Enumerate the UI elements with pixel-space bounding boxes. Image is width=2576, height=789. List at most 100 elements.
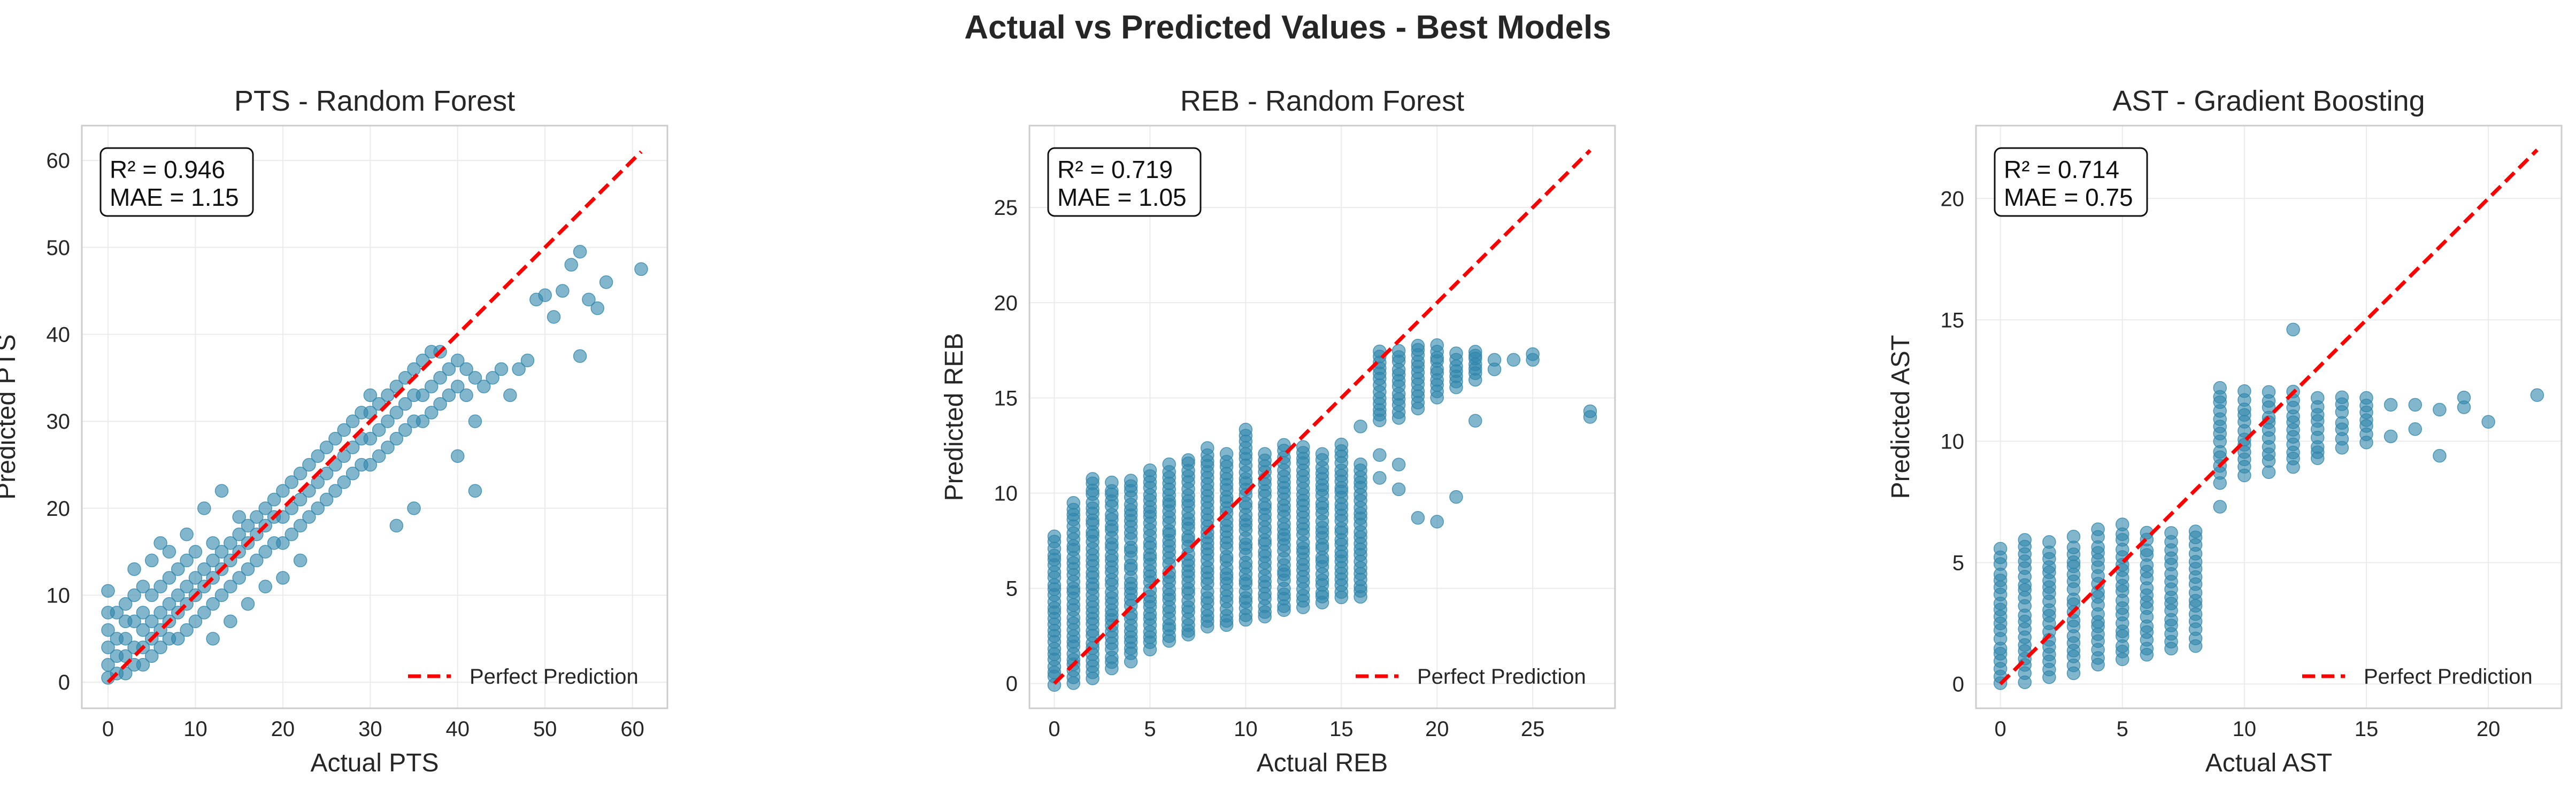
mae-value: MAE = 0.75: [2004, 183, 2133, 211]
x-tick-label: 10: [2233, 717, 2257, 741]
scatter-point: [162, 571, 176, 585]
x-tick-label: 60: [620, 717, 644, 741]
stats-box: [1047, 147, 1202, 217]
scatter-point: [520, 353, 535, 368]
scatter-point: [2359, 391, 2373, 405]
x-axis-label: Actual AST: [2205, 749, 2332, 777]
y-tick-label: 15: [1941, 308, 1965, 332]
scatter-point: [328, 484, 342, 498]
panel-title: REB - Random Forest: [1180, 85, 1464, 117]
scatter-point: [1411, 511, 1425, 525]
scatter-point: [206, 632, 220, 646]
scatter-point: [2530, 388, 2544, 402]
scatter-point: [180, 623, 194, 637]
scatter-point: [171, 632, 185, 646]
scatter-point: [319, 492, 334, 507]
scatter-point: [136, 579, 150, 593]
scatter-point: [118, 597, 133, 611]
scatter-point: [1468, 345, 1482, 359]
scatter-point: [2091, 522, 2105, 536]
stats-box: [1994, 147, 2148, 217]
scatter-point: [398, 397, 412, 411]
scatter-point: [573, 349, 587, 363]
scatter-point: [136, 658, 150, 672]
y-tick-label: 10: [994, 482, 1018, 505]
scatter-point: [1258, 447, 1272, 461]
scatter-point: [144, 614, 159, 629]
scatter-point: [136, 606, 150, 620]
scatter-point: [153, 640, 167, 654]
scatter-point: [1334, 437, 1349, 452]
scatter-point: [188, 571, 203, 585]
scatter-point: [127, 562, 141, 576]
scatter-point: [1143, 463, 1157, 477]
panel-title: PTS - Random Forest: [234, 85, 515, 117]
x-tick-label: 50: [533, 717, 557, 741]
x-tick-label: 5: [1144, 717, 1156, 741]
x-tick-label: 20: [2477, 717, 2501, 741]
chart-panel-3: 0 5 10 15 20 0 5 10 15 20 AST - Gradient Boosting A…: [1887, 85, 2563, 777]
scatter-point: [398, 423, 412, 437]
x-tick-label: 0: [1048, 717, 1060, 741]
scatter-point: [127, 614, 141, 629]
scatter-point: [328, 431, 342, 446]
scatter-point: [1124, 474, 1138, 488]
y-axis-label: Predicted PTS: [0, 334, 21, 499]
scatter-point: [1315, 447, 1329, 461]
scatter-point: [250, 553, 264, 568]
scatter-point: [171, 562, 185, 576]
scatter-point: [634, 262, 648, 276]
y-tick-label: 5: [1952, 552, 1964, 575]
scatter-point: [101, 623, 115, 637]
scatter-point: [241, 562, 255, 576]
scatter-point: [1468, 414, 1482, 428]
perfect-prediction-line: [106, 150, 643, 684]
scatter-point: [2433, 403, 2447, 417]
scatter-point: [1105, 475, 1119, 490]
scatter-point: [1430, 515, 1444, 529]
scatter-point: [180, 553, 194, 568]
scatter-point: [293, 553, 307, 568]
r2-value: R² = 0.946: [110, 156, 225, 183]
x-tick-label: 30: [358, 717, 382, 741]
scatter-point: [153, 579, 167, 593]
scatter-point: [389, 519, 404, 533]
scatter-point: [486, 371, 499, 385]
scatter-point: [311, 449, 325, 463]
legend-label: Perfect Prediction: [1417, 665, 1586, 689]
x-tick-label: 25: [1521, 717, 1545, 741]
scatter-point: [416, 388, 430, 403]
scatter-point: [2116, 517, 2129, 531]
scatter-point: [250, 510, 264, 524]
scatter-point: [2164, 526, 2178, 540]
y-tick-label: 20: [994, 291, 1018, 315]
legend-label: Perfect Prediction: [2364, 665, 2533, 689]
x-axis-label: Actual PTS: [310, 749, 439, 777]
scatter-point: [442, 362, 456, 376]
scatter-point: [171, 588, 185, 602]
scatter-point: [302, 510, 316, 524]
scatter-point: [101, 658, 115, 672]
mae-value: MAE = 1.05: [1057, 183, 1187, 211]
scatter-point: [1162, 457, 1176, 471]
x-tick-label: 20: [1425, 717, 1449, 741]
scatter-point: [162, 597, 176, 611]
scatter-point: [503, 388, 517, 403]
scatter-point: [381, 440, 395, 454]
scatter-point: [1526, 353, 1540, 367]
y-tick-label: 0: [58, 671, 70, 694]
plot-frame: [81, 125, 668, 709]
scatter-point: [144, 553, 159, 568]
scatter-point: [197, 562, 211, 576]
scatter-point: [556, 284, 570, 298]
scatter-point: [110, 606, 124, 620]
scatter-point: [1993, 542, 2008, 556]
scatter-point: [381, 414, 395, 428]
y-axis-label: Predicted AST: [1887, 335, 1915, 499]
scatter-point: [1583, 404, 1597, 419]
scatter-point: [232, 527, 246, 542]
scatter-point: [284, 527, 298, 542]
r2-value: R² = 0.714: [2004, 156, 2119, 183]
scatter-point: [2383, 429, 2398, 444]
scatter-point: [206, 553, 220, 568]
